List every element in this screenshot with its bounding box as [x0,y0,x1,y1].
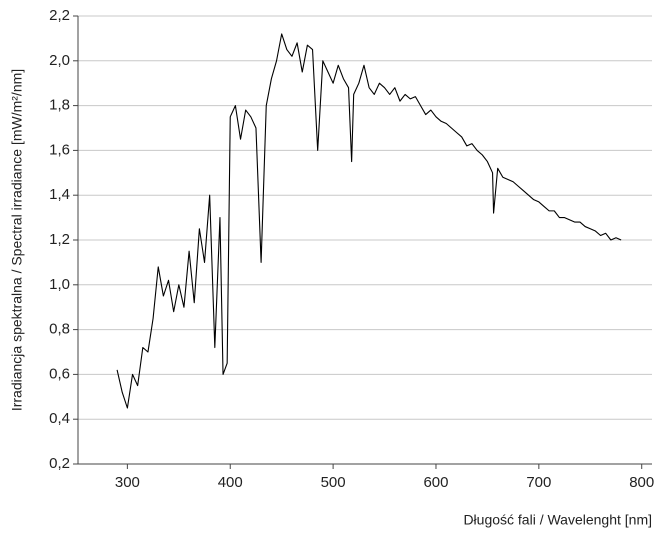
y-tick-label: 2,2 [49,7,70,24]
x-tick-label: 500 [321,474,346,491]
y-tick-label: 0,4 [49,410,70,427]
x-axis-label: Długość fali / Wavelenght [nm] [463,512,652,528]
y-tick-label: 0,8 [49,321,70,338]
y-tick-label: 1,0 [49,276,70,293]
y-tick-label: 0,2 [49,455,70,472]
y-tick-label: 2,0 [49,52,70,69]
y-tick-label: 1,2 [49,231,70,248]
y-tick-label: 1,6 [49,141,70,158]
x-tick-label: 400 [218,474,243,491]
x-tick-label: 600 [423,474,448,491]
x-tick-label: 800 [629,474,654,491]
x-tick-label: 700 [526,474,551,491]
data-line [116,33,622,409]
x-tick-label: 300 [115,474,140,491]
y-tick-label: 1,8 [49,97,70,114]
y-tick-label: 0,6 [49,365,70,382]
y-axis-label: Irradiancja spektralna / Spectral irradi… [9,69,25,411]
y-tick-label: 1,4 [49,186,70,203]
